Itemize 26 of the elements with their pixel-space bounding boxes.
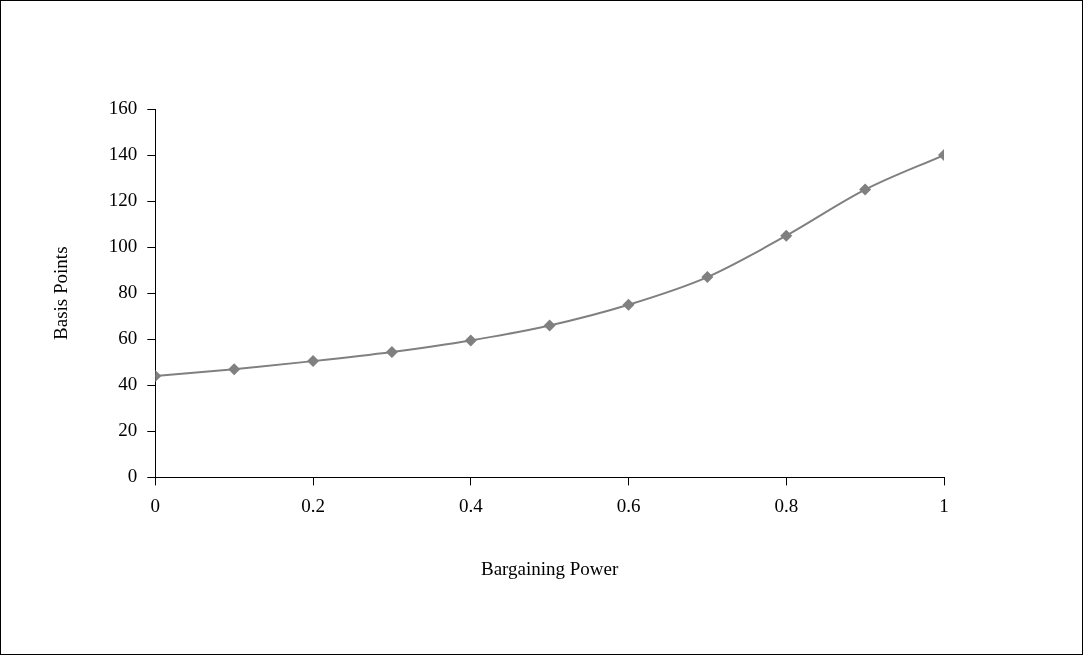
- y-tick-label: 40: [118, 373, 138, 395]
- y-tick-label: 80: [118, 281, 138, 303]
- point: [464, 334, 477, 347]
- point: [385, 345, 398, 358]
- y-tick-label: 60: [118, 327, 138, 349]
- point: [780, 229, 793, 242]
- x-tick-label: 0.4: [458, 494, 484, 516]
- x-tick-label: 0: [150, 494, 161, 516]
- point: [622, 298, 635, 311]
- y-tick-label: 140: [108, 143, 138, 165]
- y-axis-title: Basis Points: [50, 246, 72, 340]
- point: [228, 363, 241, 376]
- point: [701, 271, 714, 284]
- x-tick-label: 0.8: [774, 494, 799, 516]
- y-tick-label: 20: [118, 419, 138, 441]
- point: [307, 355, 320, 368]
- y-tick-label: 0: [127, 465, 138, 487]
- y-tick-label: 100: [108, 235, 138, 257]
- y-tick-label: 120: [108, 189, 138, 211]
- y-tick-label: 160: [108, 96, 138, 118]
- x-tick-label: 0.6: [616, 494, 641, 516]
- x-axis-title: Bargaining Power: [480, 557, 620, 579]
- x-tick-label: 1: [939, 494, 949, 516]
- point: [543, 319, 556, 332]
- point: [859, 183, 872, 196]
- x-tick-label: 0.2: [301, 494, 325, 516]
